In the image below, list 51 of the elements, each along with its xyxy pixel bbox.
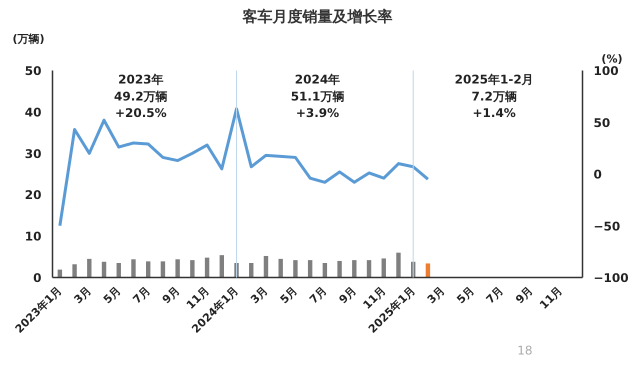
bar bbox=[337, 260, 342, 278]
x-tick-label: 9月 bbox=[160, 284, 182, 306]
y2-tick-label: 0 bbox=[594, 168, 602, 182]
bar bbox=[116, 263, 121, 278]
bar bbox=[87, 258, 92, 278]
bar bbox=[204, 258, 210, 278]
bar bbox=[220, 255, 224, 278]
bar bbox=[249, 263, 254, 278]
bar bbox=[293, 260, 298, 278]
x-tick-label: 7月 bbox=[307, 284, 330, 306]
bar bbox=[146, 261, 150, 278]
y-tick-label: 40 bbox=[24, 105, 42, 120]
y2-tick-label: −50 bbox=[594, 219, 620, 234]
y2-tick-label: 100 bbox=[594, 64, 619, 78]
bar bbox=[322, 263, 328, 278]
y-tick-label: 50 bbox=[24, 64, 42, 78]
text: 18 bbox=[517, 344, 533, 358]
bar bbox=[308, 260, 312, 278]
y-tick-label: 30 bbox=[24, 146, 42, 161]
bar bbox=[382, 258, 386, 278]
y2-tick-label: 50 bbox=[594, 116, 610, 130]
y2-tick-label: −100 bbox=[594, 271, 629, 285]
bar bbox=[175, 259, 180, 278]
x-tick-label: 9月 bbox=[336, 284, 359, 306]
bar bbox=[278, 258, 283, 278]
line-series bbox=[58, 107, 430, 228]
y-tick-label: 10 bbox=[24, 230, 42, 244]
x-tick-label: 5月 bbox=[454, 284, 477, 306]
x-tick-label: 5月 bbox=[278, 284, 300, 306]
x-tick-label: 7月 bbox=[130, 284, 153, 306]
bar bbox=[160, 261, 166, 278]
bar bbox=[352, 260, 357, 278]
x-tick-label: 11月 bbox=[537, 284, 566, 312]
chart-title: 客车月度销量及增长率 bbox=[242, 8, 392, 26]
y-tick-label: 20 bbox=[24, 188, 42, 202]
bar bbox=[190, 260, 195, 278]
x-tick-label: 3月 bbox=[424, 284, 448, 306]
y2-axis-title: (%) bbox=[601, 52, 622, 66]
bar bbox=[58, 270, 62, 278]
x-tick-label: 5月 bbox=[100, 284, 124, 306]
x-tick-label: 3月 bbox=[248, 284, 271, 306]
annotation: 2025年1-2月 7.2万辆 +1.4% bbox=[454, 72, 534, 120]
x-tick-label: 3月 bbox=[72, 284, 94, 306]
y-axis-title: (万辆) bbox=[12, 32, 45, 46]
bar bbox=[426, 263, 430, 278]
x-tick-label: 7月 bbox=[484, 284, 506, 306]
x-tick-label: 9月 bbox=[513, 284, 536, 306]
annotation: 2023年 49.2万辆 +20.5% bbox=[114, 72, 168, 120]
y-tick-label: 0 bbox=[33, 271, 42, 285]
bar bbox=[72, 264, 77, 278]
annotation: 2024年 51.1万辆 +3.9% bbox=[290, 72, 344, 120]
